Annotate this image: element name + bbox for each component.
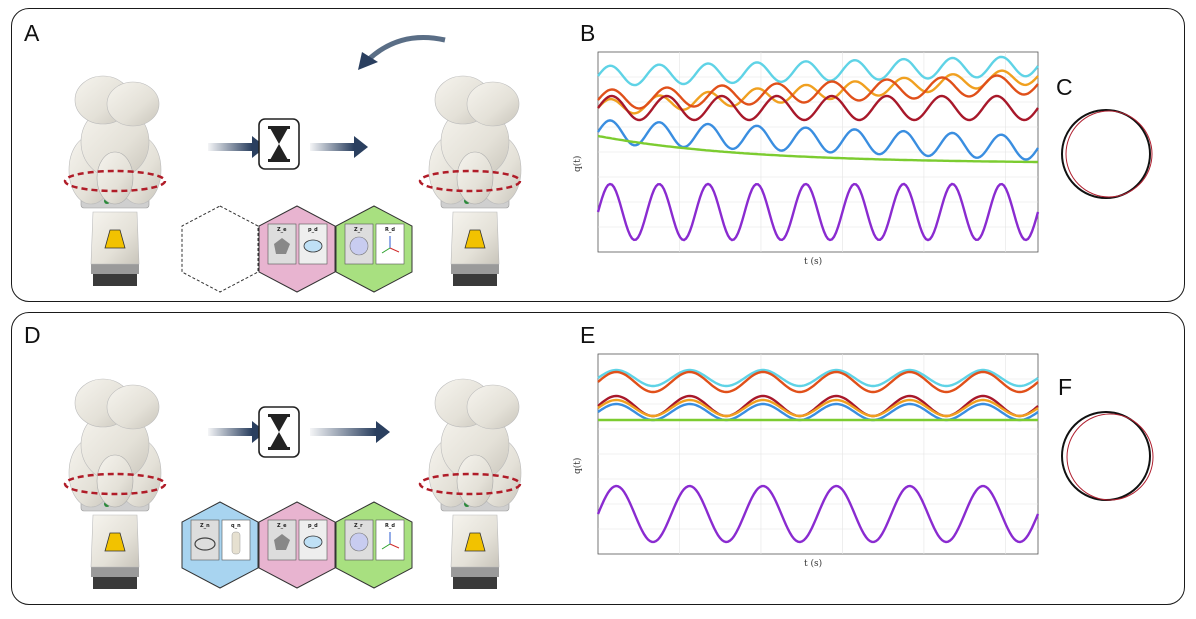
card-label: Z_r xyxy=(354,523,363,529)
x-axis-label: t (s) xyxy=(804,256,822,267)
robot-d-start xyxy=(68,378,162,590)
x-axis-label: t (s) xyxy=(804,558,822,569)
progress-arrow xyxy=(208,428,252,436)
joint-purple-line xyxy=(596,182,1040,242)
robot-d-end xyxy=(428,378,522,590)
joint-blue-line xyxy=(597,119,1039,161)
progress-arrowhead xyxy=(376,421,390,443)
rotation-arrowhead xyxy=(358,52,378,70)
path-icon xyxy=(303,239,323,253)
panel-letter-b: B xyxy=(580,20,596,46)
panel-letter-a: A xyxy=(24,20,40,46)
bottom-panel-frame xyxy=(11,312,1185,605)
card-label: Z_e xyxy=(277,523,287,529)
sphere-icon xyxy=(349,236,369,256)
joint-red-orange-line xyxy=(597,370,1039,394)
joint-trajectory-plot-bottom: q(t) t (s) xyxy=(572,353,1040,569)
card-label: R_d xyxy=(385,227,395,233)
panel-letter-e: E xyxy=(580,322,596,348)
task-hexagons-top: Z_e p_d Z_r R_d xyxy=(181,205,413,293)
task-hexagons-bottom: Z_n q_n Z_e p_d Z_r R_d xyxy=(181,501,413,589)
joint-trajectory-plot-top: q(t) t (s) xyxy=(572,51,1040,267)
hourglass-icon xyxy=(258,406,300,458)
card-label: Z_e xyxy=(277,227,287,233)
joint-purple-line xyxy=(596,484,1040,544)
robot-a-end xyxy=(428,75,522,287)
base-ring-marker xyxy=(418,472,522,496)
trajectory-circle-c xyxy=(1061,109,1153,199)
progress-arrow xyxy=(208,143,252,151)
actual-path xyxy=(1061,411,1151,501)
joint-cyan-line xyxy=(597,55,1039,87)
hourglass-icon xyxy=(258,118,300,170)
empty-task-hexagon xyxy=(181,205,259,293)
card-label: p_d xyxy=(308,227,318,233)
torus-icon xyxy=(194,537,216,551)
joint-blue-line xyxy=(597,402,1039,422)
robot-a-start xyxy=(68,75,162,287)
card-label: Z_r xyxy=(354,227,363,233)
robot-pose-icon xyxy=(231,531,241,555)
joint-red-orange-line xyxy=(597,74,1039,110)
y-axis-label: q(t) xyxy=(572,458,583,474)
joint-green-line xyxy=(597,134,1038,164)
panel-letter-f: F xyxy=(1058,374,1073,400)
workspace-icon xyxy=(274,238,290,254)
base-ring-marker xyxy=(63,472,167,496)
progress-arrow xyxy=(310,143,354,151)
rotation-arrow xyxy=(366,35,446,62)
desired-path xyxy=(1066,413,1154,501)
base-ring-marker xyxy=(63,169,167,193)
top-panel-frame xyxy=(11,8,1185,302)
card-label: p_d xyxy=(308,523,318,529)
actual-path xyxy=(1061,109,1151,199)
progress-arrow xyxy=(310,428,376,436)
workspace-icon xyxy=(274,534,290,550)
card-label: Z_n xyxy=(200,523,210,529)
panel-letter-d: D xyxy=(24,322,41,348)
y-axis-label: q(t) xyxy=(572,156,583,172)
panel-letter-c: C xyxy=(1056,74,1073,100)
path-icon xyxy=(303,535,323,549)
joint-cyan-line xyxy=(597,368,1039,388)
joint-dark-red-line xyxy=(597,394,1039,418)
sphere-icon xyxy=(349,532,369,552)
trajectory-circle-f xyxy=(1061,411,1154,501)
desired-path xyxy=(1065,110,1153,198)
base-ring-marker xyxy=(418,169,522,193)
progress-arrowhead xyxy=(354,136,368,158)
joint-orange-line xyxy=(597,398,1039,418)
card-label: R_d xyxy=(385,523,395,529)
joint-dark-red-line xyxy=(597,94,1039,122)
card-label: q_n xyxy=(231,523,241,529)
